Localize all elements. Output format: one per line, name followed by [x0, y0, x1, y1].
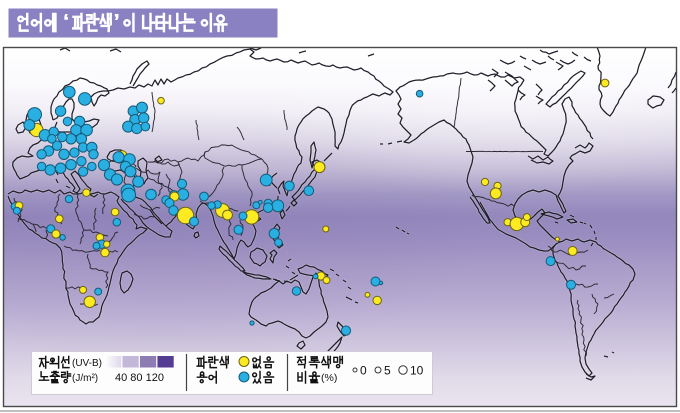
svg-text:(UV-B): (UV-B) [72, 358, 102, 369]
svg-text:‘: ‘ [64, 11, 70, 33]
svg-text:(%): (%) [321, 372, 337, 384]
svg-text:‘: ‘ [63, 11, 69, 33]
svg-text:0: 0 [360, 364, 367, 378]
svg-text:’: ’ [114, 11, 120, 33]
svg-text:’: ’ [114, 11, 120, 33]
svg-text:5: 5 [384, 364, 391, 378]
svg-text:(J/m²): (J/m²) [72, 373, 98, 384]
svg-text:10: 10 [410, 364, 424, 378]
svg-text:40 80 120: 40 80 120 [115, 372, 164, 384]
